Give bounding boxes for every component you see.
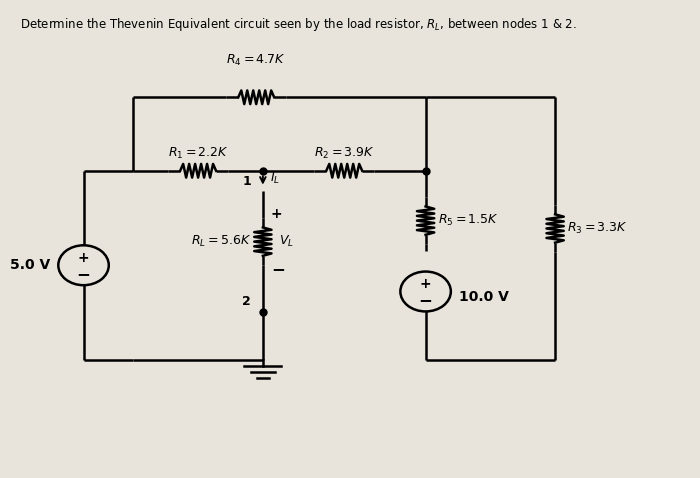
Text: −: − — [271, 260, 285, 278]
Text: 1: 1 — [242, 175, 251, 188]
Text: −: − — [76, 265, 90, 282]
Text: $V_L$: $V_L$ — [279, 234, 295, 249]
Text: 5.0 V: 5.0 V — [10, 258, 50, 272]
Text: −: − — [419, 291, 433, 309]
Text: $R_5 = 1.5K$: $R_5 = 1.5K$ — [438, 213, 498, 228]
Text: +: + — [271, 207, 283, 221]
Text: $R_4 = 4.7K$: $R_4 = 4.7K$ — [226, 53, 286, 68]
Text: $R_1 = 2.2K$: $R_1 = 2.2K$ — [168, 146, 228, 161]
Text: $R_2 = 3.9K$: $R_2 = 3.9K$ — [314, 146, 375, 161]
Text: $I_L$: $I_L$ — [270, 171, 279, 186]
Text: Determine the Thevenin Equivalent circuit seen by the load resistor, $R_L$, betw: Determine the Thevenin Equivalent circui… — [20, 16, 577, 33]
Text: +: + — [420, 277, 431, 291]
Text: 10.0 V: 10.0 V — [458, 290, 509, 304]
Text: 2: 2 — [242, 295, 251, 308]
Text: $R_L = 5.6K$: $R_L = 5.6K$ — [190, 234, 251, 249]
Text: $R_3 = 3.3K$: $R_3 = 3.3K$ — [567, 221, 628, 236]
Text: +: + — [78, 251, 90, 265]
